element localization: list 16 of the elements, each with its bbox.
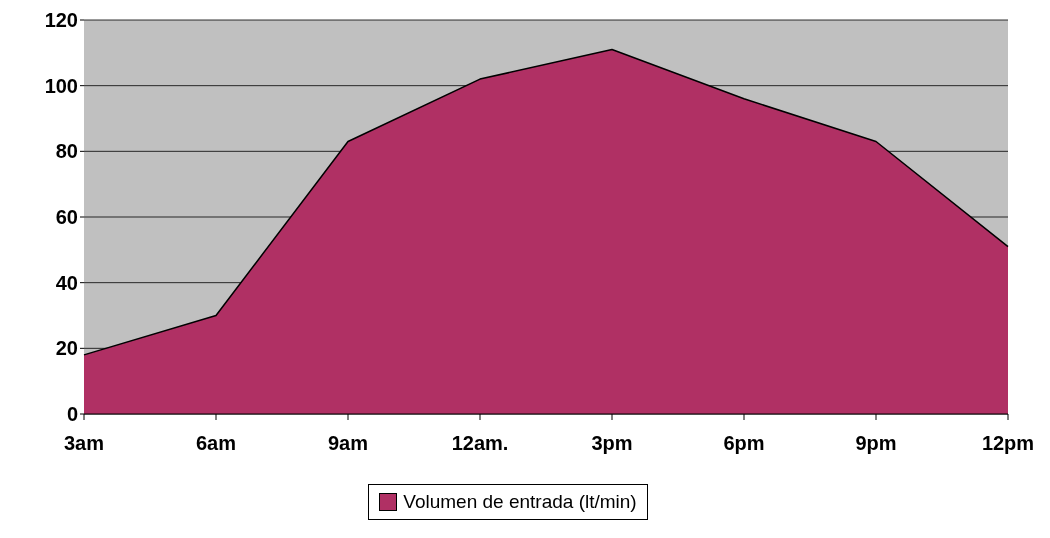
y-tick-label: 0 (66, 403, 78, 426)
x-tick-label: 3am (63, 432, 105, 455)
x-tick-label: 3pm (591, 432, 633, 455)
y-tick-label: 20 (55, 337, 78, 360)
y-tick-label: 80 (55, 140, 78, 163)
x-tick-label: 6pm (723, 432, 765, 455)
y-tick-label: 120 (44, 9, 78, 32)
x-tick-label: 9am (327, 432, 369, 455)
x-tick-label: 9pm (855, 432, 897, 455)
x-tick-label: 6am (195, 432, 237, 455)
x-tick-label: 12am. (451, 432, 509, 455)
legend-label: Volumen de entrada (lt/min) (402, 491, 637, 513)
y-tick-label: 60 (55, 206, 78, 229)
y-tick-label: 100 (44, 74, 78, 97)
y-tick-label: 40 (55, 271, 78, 294)
x-tick-label: 12pm (981, 432, 1035, 455)
